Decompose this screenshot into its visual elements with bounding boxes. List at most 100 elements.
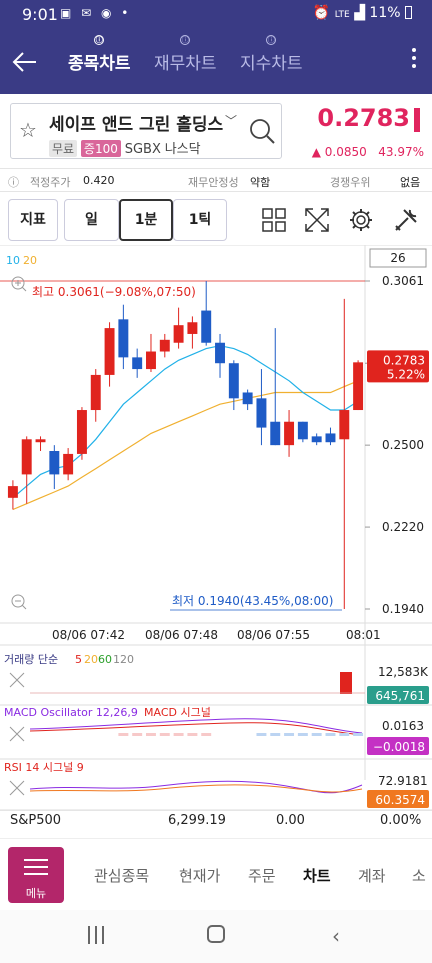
nav-account[interactable]: 계좌	[358, 867, 386, 885]
price-indicator-bar	[414, 108, 420, 132]
volume-value: 645,761	[375, 689, 425, 703]
gear-icon[interactable]	[347, 206, 375, 234]
macd-hist-bar	[353, 733, 364, 736]
rsi-line	[29, 780, 363, 794]
current-price: 0.2783	[317, 104, 410, 132]
home-icon[interactable]	[207, 925, 225, 943]
margin-badge: 증100	[80, 140, 121, 157]
search-icon[interactable]	[247, 116, 277, 146]
rsi-pane[interactable]: RSI 14 시그널 9 72.9181 60.3574	[4, 761, 429, 808]
back-icon[interactable]: ‹	[332, 924, 340, 948]
close-pane-icon[interactable]	[9, 780, 25, 796]
index-ticker-bar[interactable]: S&P500 6,299.19 0.00 0.00%	[0, 810, 432, 834]
macd-hist-bar	[173, 733, 184, 736]
candle-body	[228, 363, 239, 399]
current-price-tag	[367, 350, 429, 383]
current-price-tag-percent: 5.22%	[387, 367, 425, 381]
more-menu-icon[interactable]	[406, 44, 422, 76]
macd-histogram	[118, 733, 364, 736]
nav-more-partial[interactable]: 소	[412, 867, 426, 885]
network-label: LTE	[334, 10, 350, 20]
battery-icon	[405, 6, 412, 19]
macd-hist-bar	[311, 733, 322, 736]
chevron-down-icon[interactable]: ﹀	[225, 114, 238, 128]
candle-body	[353, 362, 364, 411]
volume-ma60: 60	[98, 653, 112, 666]
competitive-label: 경쟁우위	[330, 176, 371, 189]
macd-value: −0.0018	[373, 740, 425, 754]
nav-current-price[interactable]: 현재가	[179, 867, 221, 885]
macd-signal-label: MACD 시그널	[144, 706, 211, 719]
candle-body	[90, 374, 101, 411]
stability-label: 재무안정성	[188, 176, 239, 189]
tab-index-chart[interactable]: ⓘ 지수차트	[240, 35, 303, 74]
macd-pane[interactable]: MACD Oscillator 12,26,9 MACD 시그널 0.0163 …	[4, 706, 429, 755]
candle-body	[187, 322, 198, 334]
volume-pane[interactable]: 거래량 단순 5 20 60 120 12,583K 645,761	[4, 653, 429, 704]
nav-watchlist[interactable]: 관심종목	[94, 867, 150, 885]
fullscreen-icon[interactable]	[303, 206, 331, 234]
tab-dot-icon: ⓘ	[266, 35, 277, 45]
tools-icon[interactable]	[392, 206, 420, 234]
grid-layout-icon[interactable]	[260, 206, 288, 234]
stock-selector[interactable]: ☆ 세이프 앤드 그린 홀딩스 ﹀ 무료 증100 SGBX 나스닥	[10, 103, 282, 159]
interval-1min-button[interactable]: 1분	[119, 199, 173, 241]
rsi-label: RSI 14 시그널 9	[4, 761, 84, 774]
tab-dot-icon: ⓘ	[180, 35, 191, 45]
rsi-value-tag	[367, 790, 429, 808]
menu-button[interactable]: 메뉴	[8, 847, 64, 903]
stock-chart[interactable]: 10 20 26 최고 0.3061(−9.08%,07:50) 최저 0.19…	[0, 245, 432, 835]
back-arrow-icon[interactable]	[10, 47, 40, 77]
tab-dot-icon: ⓘ	[94, 35, 105, 45]
candle-body	[284, 421, 295, 446]
volume-label: 거래량 단순	[4, 653, 58, 666]
rsi-top-value: 72.9181	[378, 774, 428, 788]
volume-ma5: 5	[75, 653, 82, 666]
candle-body	[173, 325, 184, 343]
macd-hist-bar	[256, 733, 267, 736]
candle-body	[215, 342, 225, 364]
macd-label: MACD Oscillator 12,26,9	[4, 706, 138, 719]
tick-button[interactable]: 1틱	[173, 199, 227, 241]
zoom-in-icon[interactable]	[11, 276, 25, 290]
zoom-out-icon[interactable]	[11, 594, 25, 608]
candle-body	[311, 436, 322, 443]
macd-hist-bar	[297, 733, 308, 736]
macd-hist-bar	[270, 733, 281, 736]
volume-value-tag	[367, 686, 429, 704]
app-header: ⓘ 종목차트 ⓘ 재무차트 ⓘ 지수차트	[0, 30, 432, 94]
system-nav-bar: ‹	[0, 910, 432, 963]
candle-count-box[interactable]	[369, 248, 427, 268]
zoom-in-plus	[15, 280, 27, 292]
tab-financial-chart[interactable]: ⓘ 재무차트	[154, 35, 217, 74]
nav-chart[interactable]: 차트	[303, 867, 331, 885]
candle-body	[242, 392, 253, 405]
macd-hist-bar	[132, 733, 143, 736]
battery-label: 11%	[369, 5, 401, 21]
y-tick-label: 0.2220	[382, 520, 424, 534]
candle-body	[21, 439, 32, 475]
stock-name: 세이프 앤드 그린 홀딩스	[49, 115, 224, 135]
candle-body	[256, 398, 267, 428]
stability-value: 약함	[250, 176, 271, 189]
stock-tags: 무료 증100 SGBX 나스닥	[49, 138, 201, 157]
candle-body	[146, 351, 156, 370]
price-change: ▲ 0.0850 43.97%	[288, 145, 424, 159]
period-day-button[interactable]: 일	[64, 199, 119, 241]
recent-apps-icon[interactable]	[88, 926, 106, 944]
close-pane-icon[interactable]	[9, 726, 25, 742]
current-price-tag-value: 0.2783	[383, 353, 425, 367]
help-icon[interactable]: ⓘ	[8, 176, 19, 189]
favorite-star-icon[interactable]: ☆	[19, 118, 37, 142]
tab-stock-chart[interactable]: ⓘ 종목차트	[68, 35, 131, 74]
index-value: 6,299.19	[168, 813, 226, 828]
volume-max: 12,583K	[378, 665, 429, 679]
macd-hist-bar	[325, 733, 336, 736]
volume-ma120: 120	[113, 653, 134, 666]
menu-label: 메뉴	[25, 887, 47, 900]
close-pane-icon[interactable]	[9, 672, 25, 688]
indicator-button[interactable]: 지표	[8, 199, 58, 241]
nav-order[interactable]: 주문	[248, 867, 276, 885]
index-name: S&P500	[10, 813, 62, 828]
